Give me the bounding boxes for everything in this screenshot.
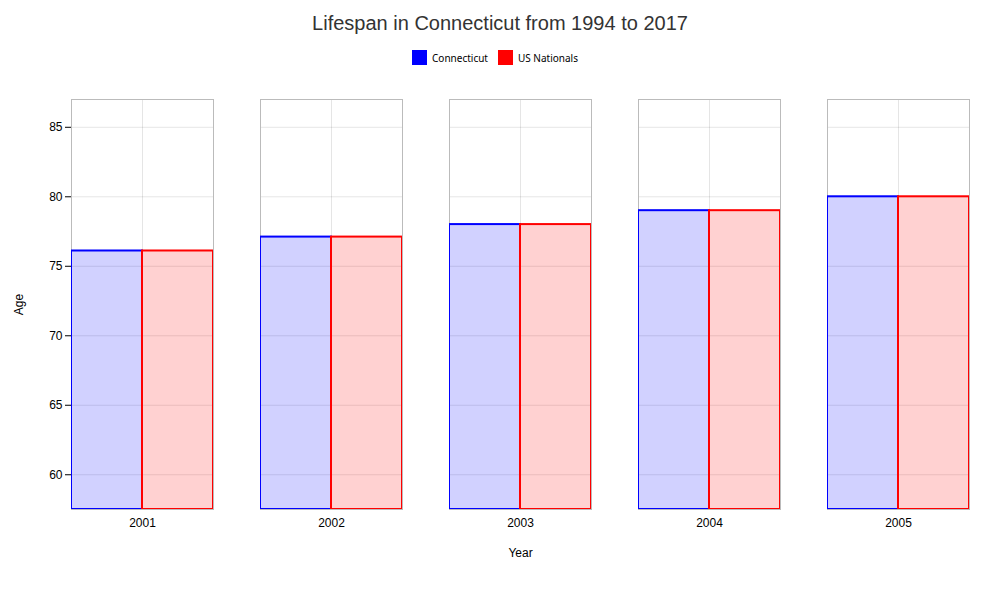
svg-text:65: 65: [49, 398, 63, 412]
svg-text:2001: 2001: [129, 516, 156, 530]
html-text:Connecticut: Connecticut: [432, 50, 488, 65]
html-text:Lifespan in Connecticut from 1: Lifespan in Connecticut from 1994 to 201…: [312, 12, 688, 34]
svg-text:Age: Age: [12, 294, 26, 316]
svg-text:60: 60: [49, 468, 63, 482]
svg-text:Year: Year: [508, 546, 532, 560]
html-text:US Nationals: US Nationals: [518, 50, 578, 65]
svg-text:70: 70: [49, 329, 63, 343]
svg-text:85: 85: [49, 120, 63, 134]
svg-text:75: 75: [49, 259, 63, 273]
svg-text:2002: 2002: [318, 516, 345, 530]
svg-text:2005: 2005: [885, 516, 912, 530]
svg-text:80: 80: [49, 190, 63, 204]
svg-text:2003: 2003: [507, 516, 534, 530]
svg-text:2004: 2004: [696, 516, 723, 530]
